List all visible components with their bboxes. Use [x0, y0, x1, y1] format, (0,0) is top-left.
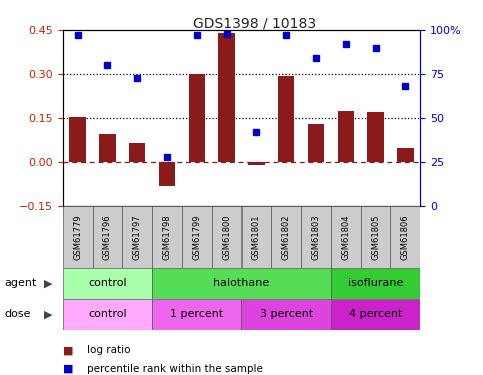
Text: GSM61803: GSM61803	[312, 214, 320, 260]
Bar	[308, 124, 324, 162]
Bar	[152, 299, 242, 330]
Bar	[70, 117, 86, 162]
Text: GDS1398 / 10183: GDS1398 / 10183	[193, 17, 316, 31]
Bar	[218, 33, 235, 162]
Bar	[390, 206, 420, 268]
Text: ■: ■	[63, 364, 73, 374]
Text: log ratio: log ratio	[87, 345, 130, 355]
Text: GSM61802: GSM61802	[282, 214, 291, 260]
Text: GSM61800: GSM61800	[222, 214, 231, 260]
Bar	[278, 75, 294, 162]
Bar	[338, 111, 354, 162]
Bar	[242, 206, 271, 268]
Text: control: control	[88, 309, 127, 319]
Bar	[63, 299, 152, 330]
Text: GSM61796: GSM61796	[103, 214, 112, 260]
Text: isoflurane: isoflurane	[348, 279, 403, 288]
Bar	[271, 206, 301, 268]
Text: GSM61797: GSM61797	[133, 214, 142, 260]
Text: agent: agent	[5, 279, 37, 288]
Text: 4 percent: 4 percent	[349, 309, 402, 319]
Text: ▶: ▶	[44, 279, 53, 288]
Bar	[242, 299, 331, 330]
Bar	[331, 299, 420, 330]
Text: ▶: ▶	[44, 309, 53, 319]
Bar	[63, 268, 152, 299]
Bar	[331, 268, 420, 299]
Bar	[63, 206, 93, 268]
Text: 3 percent: 3 percent	[259, 309, 313, 319]
Bar	[248, 162, 265, 165]
Text: GSM61798: GSM61798	[163, 214, 171, 260]
Text: GSM61805: GSM61805	[371, 214, 380, 260]
Text: dose: dose	[5, 309, 31, 319]
Bar	[99, 134, 115, 162]
Text: ■: ■	[63, 345, 73, 355]
Bar	[368, 112, 384, 162]
Bar	[301, 206, 331, 268]
Bar	[129, 143, 145, 162]
Text: GSM61779: GSM61779	[73, 214, 82, 260]
Text: GSM61801: GSM61801	[252, 214, 261, 260]
Text: halothane: halothane	[213, 279, 270, 288]
Text: GSM61799: GSM61799	[192, 214, 201, 260]
Bar	[93, 206, 122, 268]
Bar	[182, 206, 212, 268]
Text: 1 percent: 1 percent	[170, 309, 224, 319]
Text: GSM61806: GSM61806	[401, 214, 410, 260]
Bar	[331, 206, 361, 268]
Bar	[189, 74, 205, 162]
Bar	[152, 206, 182, 268]
Text: percentile rank within the sample: percentile rank within the sample	[87, 364, 263, 374]
Text: control: control	[88, 279, 127, 288]
Bar	[152, 268, 331, 299]
Bar	[212, 206, 242, 268]
Bar	[159, 162, 175, 186]
Text: GSM61804: GSM61804	[341, 214, 350, 260]
Bar	[361, 206, 390, 268]
Bar	[122, 206, 152, 268]
Bar	[397, 147, 413, 162]
